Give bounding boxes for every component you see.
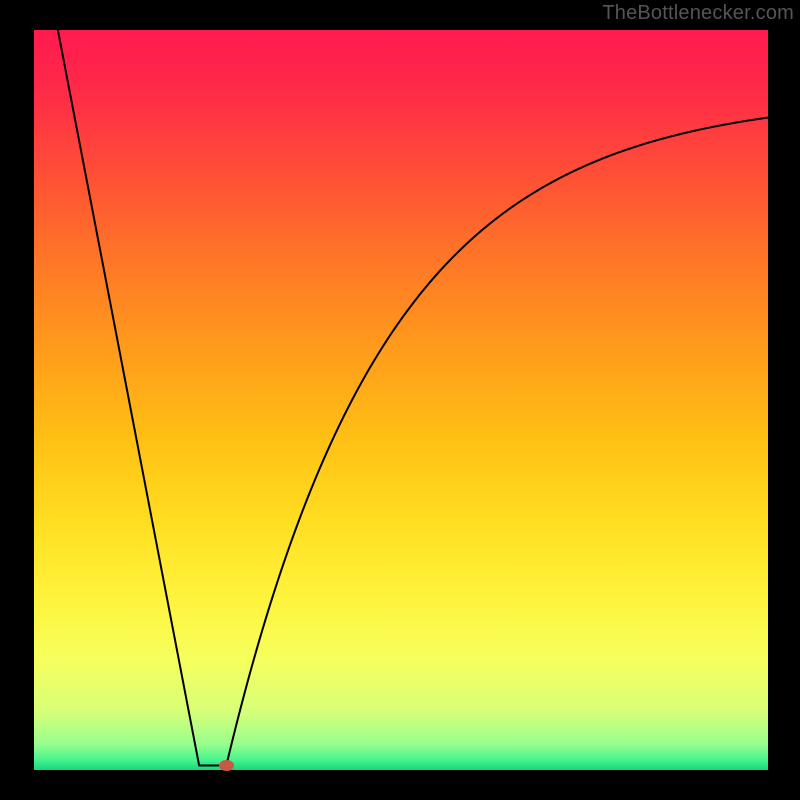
plot-area — [34, 30, 768, 770]
watermark-text: TheBottlenecker.com — [602, 2, 794, 25]
plot-svg — [34, 30, 768, 770]
bottleneck-marker — [219, 760, 234, 771]
chart-container: TheBottlenecker.com — [0, 0, 800, 800]
